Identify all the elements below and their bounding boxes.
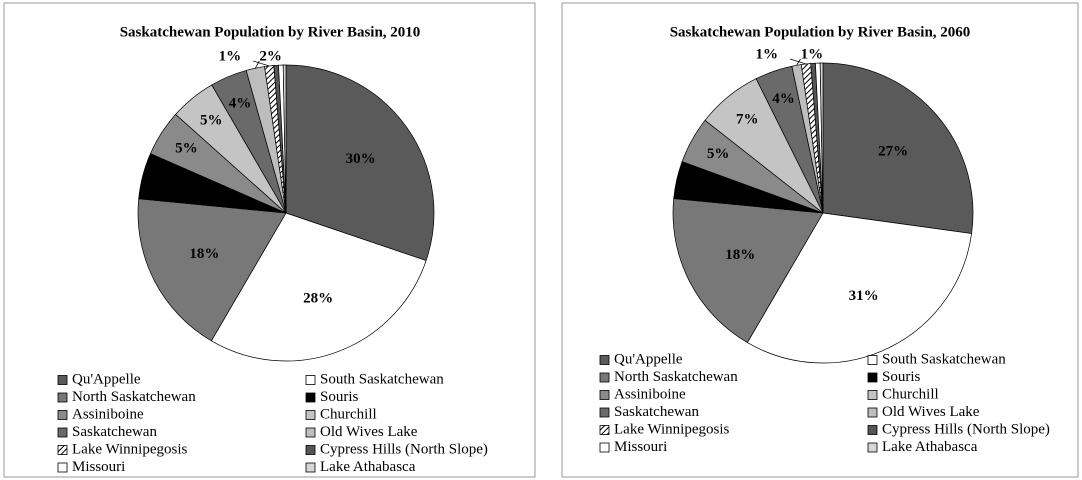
pie-slice xyxy=(672,198,824,344)
pie-slice xyxy=(822,62,974,234)
legend-swatch xyxy=(305,445,316,455)
data-label: 4% xyxy=(772,91,795,107)
data-label: 18% xyxy=(725,247,755,263)
data-label: 1% xyxy=(219,48,242,64)
legend-label: Missouri xyxy=(72,459,125,475)
legend-label: Souris xyxy=(882,369,921,385)
pie-slice xyxy=(282,64,287,214)
legend-label: North Saskatchewan xyxy=(72,389,196,405)
data-label: 7% xyxy=(736,111,759,127)
legend-swatch xyxy=(867,442,878,453)
legend-label: Souris xyxy=(320,389,359,405)
legend-swatch xyxy=(867,407,878,418)
chart-title: Saskatchewan Population by River Basin, … xyxy=(120,24,421,40)
leader-line xyxy=(253,60,270,67)
legend-swatch xyxy=(599,372,610,383)
legend-swatch xyxy=(57,462,68,473)
legend-swatch xyxy=(867,390,878,400)
panel-border xyxy=(3,2,536,478)
legend-swatch xyxy=(867,425,878,435)
legend-label: Lake Winnipegosis xyxy=(72,441,188,457)
pie-slice xyxy=(819,62,824,214)
legend-label: Churchill xyxy=(320,406,377,422)
legend-label: South Saskatchewan xyxy=(882,351,1006,367)
data-label: 28% xyxy=(303,290,333,306)
data-label: 31% xyxy=(849,288,879,304)
legend-label: Assiniboine xyxy=(614,386,686,402)
legend-swatch xyxy=(305,410,316,420)
data-label: 1% xyxy=(755,46,778,62)
legend-label: Lake Winnipegosis xyxy=(614,421,730,437)
legend-label: South Saskatchewan xyxy=(320,371,444,387)
data-label: 27% xyxy=(878,143,908,159)
legend-label: Lake Athabasca xyxy=(882,439,978,455)
legend-swatch xyxy=(57,410,68,420)
legend-label: Missouri xyxy=(614,439,667,455)
panel-border xyxy=(561,2,1079,478)
leader-line xyxy=(789,58,807,65)
legend-label: Qu'Appelle xyxy=(72,371,141,387)
legend-label: Old Wives Lake xyxy=(320,424,418,440)
legend-swatch xyxy=(599,442,610,453)
legend-swatch xyxy=(57,427,68,438)
data-label: 4% xyxy=(695,178,718,194)
legend-label: Old Wives Lake xyxy=(882,404,980,420)
data-label: 5% xyxy=(175,140,198,156)
legend-label: Lake Athabasca xyxy=(320,459,416,475)
data-label: 4% xyxy=(229,95,252,111)
legend-swatch xyxy=(867,355,878,365)
leader-line xyxy=(254,60,260,69)
data-label: 2% xyxy=(259,48,282,64)
legend-swatch xyxy=(305,427,316,438)
legend-label: Saskatchewan xyxy=(72,424,157,440)
data-label: 5% xyxy=(200,113,223,129)
legend-swatch xyxy=(305,462,316,473)
data-label: 5% xyxy=(160,175,183,191)
pie-slice xyxy=(746,212,972,364)
legend-swatch xyxy=(305,392,316,403)
legend-label: Saskatchewan xyxy=(614,404,699,420)
legend-swatch xyxy=(599,355,610,365)
pie-slice xyxy=(210,212,427,362)
data-label: 1% xyxy=(801,46,824,62)
data-label: 5% xyxy=(707,146,730,162)
pie-slice xyxy=(285,64,435,262)
legend-label: Assiniboine xyxy=(72,406,144,422)
pie-slice xyxy=(137,198,287,342)
legend-label: Qu'Appelle xyxy=(614,351,683,367)
chart-title: Saskatchewan Population by River Basin, … xyxy=(670,24,971,40)
legend-swatch xyxy=(57,392,68,403)
legend-swatch xyxy=(867,372,878,383)
legend-swatch xyxy=(599,425,610,435)
legend-label: Cypress Hills (North Slope) xyxy=(320,441,488,457)
legend-swatch xyxy=(57,375,68,385)
legend-swatch xyxy=(599,390,610,400)
legend-label: Churchill xyxy=(882,386,939,402)
legend-label: Cypress Hills (North Slope) xyxy=(882,421,1050,437)
legend-label: North Saskatchewan xyxy=(614,369,738,385)
legend-swatch xyxy=(599,407,610,418)
legend-swatch xyxy=(305,375,316,385)
legend-swatch xyxy=(57,445,68,455)
data-label: 30% xyxy=(346,151,376,167)
data-label: 18% xyxy=(189,246,219,262)
leader-line xyxy=(796,58,801,66)
